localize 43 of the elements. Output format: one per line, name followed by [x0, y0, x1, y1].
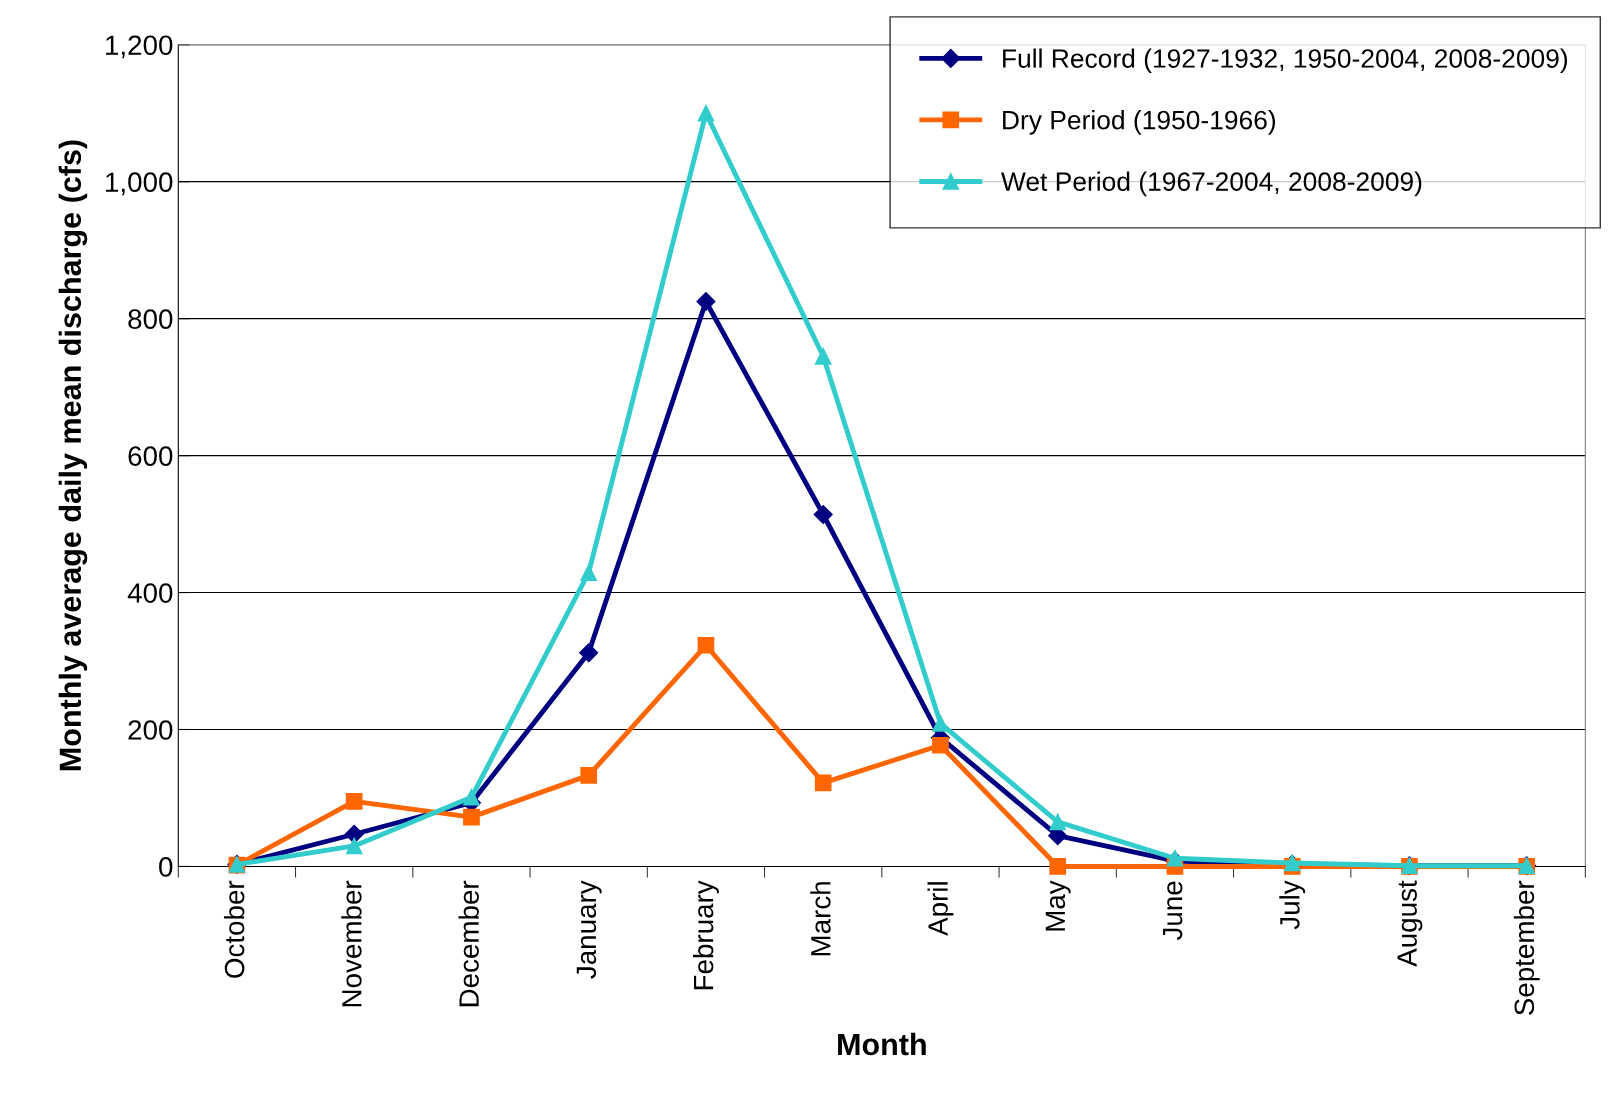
x-tick-label: December	[458, 880, 479, 1007]
point	[580, 767, 598, 784]
y-tick-label: 200	[128, 720, 173, 740]
x-tick-label: November	[341, 880, 362, 1007]
y-tick-label: 400	[127, 583, 173, 603]
point	[580, 564, 598, 582]
point	[697, 104, 715, 122]
x-tick-label: February	[693, 880, 719, 990]
x-tick-label: September	[1513, 880, 1540, 1015]
point	[932, 714, 949, 732]
y-tick-label: 600	[128, 446, 173, 466]
point	[814, 347, 832, 365]
point	[814, 774, 832, 792]
point	[932, 736, 949, 754]
y-axis-title: Monthly average daily mean discharge (cfs)	[58, 140, 88, 771]
point	[579, 643, 599, 663]
x-tick-label: October	[223, 880, 245, 978]
x-axis-title: Month	[838, 1032, 926, 1056]
y-tick-label: 1,000	[106, 172, 173, 196]
point	[345, 837, 363, 855]
point	[1049, 813, 1067, 831]
point	[344, 824, 364, 844]
legend-label: Dry Period (1950-1966)	[1003, 110, 1276, 135]
y-tick-label: 0	[159, 857, 173, 877]
x-tick-label: June	[1163, 881, 1183, 941]
legend-label: Full Record (1927-1932, 1950-2004, 2008-2009)	[1003, 48, 1568, 74]
legend-label: Wet Period (1967-2004, 2008-2009)	[1001, 171, 1422, 197]
y-tick-label: 800	[128, 309, 173, 329]
point	[696, 291, 716, 312]
point	[463, 788, 480, 806]
x-tick-label: August	[1397, 880, 1423, 967]
y-tick-label: 1,200	[106, 35, 173, 59]
x-tick-label: January	[576, 880, 602, 979]
point	[345, 793, 363, 810]
x-tick-label: April	[927, 882, 954, 936]
point	[697, 636, 715, 654]
point	[1049, 858, 1067, 875]
x-tick-label: May	[1045, 880, 1071, 931]
x-tick-label: July	[1279, 880, 1306, 930]
point	[813, 504, 833, 525]
x-tick-label: March	[810, 882, 831, 956]
point	[1166, 849, 1184, 867]
point	[463, 808, 480, 826]
